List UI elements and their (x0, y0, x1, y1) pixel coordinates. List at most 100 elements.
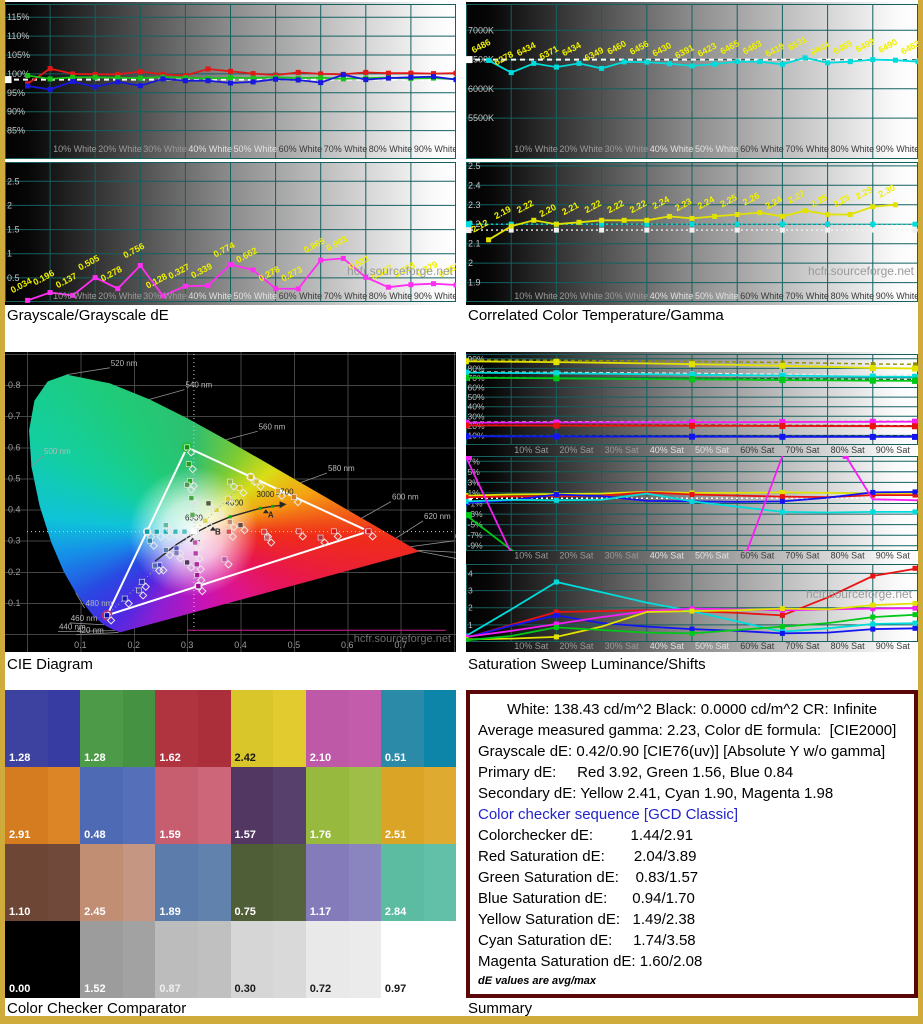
svg-text:B: B (215, 528, 221, 537)
svg-text:1.9: 1.9 (468, 278, 481, 288)
svg-text:70% Sat: 70% Sat (785, 445, 820, 455)
swatch-de-value: 0.48 (84, 829, 106, 841)
swatch-de-value: 0.72 (309, 983, 332, 995)
svg-text:60% Sat: 60% Sat (740, 641, 775, 651)
svg-text:105%: 105% (7, 50, 30, 60)
svg-text:0.7: 0.7 (8, 411, 21, 421)
svg-text:1%: 1% (468, 488, 481, 498)
svg-text:-7%: -7% (468, 530, 484, 540)
svg-text:80% White: 80% White (369, 291, 413, 301)
swatch-de-value: 1.89 (159, 906, 181, 918)
svg-text:40% White: 40% White (188, 144, 232, 154)
svg-text:560 nm: 560 nm (259, 422, 286, 431)
svg-text:90%: 90% (7, 107, 25, 117)
svg-text:10% White: 10% White (53, 291, 97, 301)
svg-text:10% White: 10% White (514, 291, 558, 301)
svg-text:40% Sat: 40% Sat (650, 445, 685, 455)
svg-text:-3%: -3% (468, 509, 484, 519)
caption-cie: CIE Diagram (7, 656, 93, 673)
svg-text:30% Sat: 30% Sat (605, 445, 640, 455)
summary-line: Red Saturation dE: 2.04/3.89 (478, 848, 697, 865)
swatch-de-value: 2.42 (234, 752, 256, 764)
svg-text:1: 1 (468, 620, 473, 630)
saturation-sweep-chart: 10%20%30%40%50%60%70%80%90%10% Sat 20% Sa… (466, 352, 918, 652)
color-swatch: 0.75 (230, 844, 306, 921)
caption-cct: Correlated Color Temperature/Gamma (468, 307, 724, 324)
svg-text:30% White: 30% White (605, 144, 649, 154)
svg-text:0.6: 0.6 (8, 442, 21, 452)
summary-line: Color checker sequence [GCD Classic] (478, 806, 739, 823)
swatch-de-value: 1.52 (84, 983, 106, 995)
svg-text:80% Sat: 80% Sat (831, 551, 866, 561)
svg-text:20% White: 20% White (559, 144, 603, 154)
svg-text:440 nm: 440 nm (59, 623, 86, 632)
svg-text:20% Sat: 20% Sat (559, 445, 594, 455)
svg-text:30% White: 30% White (143, 291, 187, 301)
cie-diagram: 0.1 0.2 0.3 0.4 0.5 0.6 0.7 0.1 0.2 0.3 0.4 0.5 0.6 0… (5, 352, 456, 652)
swatch-de-value: 0.87 (159, 983, 181, 995)
svg-text:-5%: -5% (468, 520, 484, 530)
color-swatch: 1.62 (155, 690, 231, 767)
color-swatch: 0.51 (380, 690, 457, 767)
svg-text:3: 3 (468, 586, 473, 596)
svg-text:90% Sat: 90% Sat (876, 551, 911, 561)
swatch-de-value: 1.59 (159, 829, 181, 841)
svg-text:4: 4 (468, 568, 473, 578)
color-swatch: 2.10 (305, 690, 381, 767)
swatch-de-value: 0.00 (9, 983, 31, 995)
summary-line: Grayscale dE: 0.42/0.90 [CIE76(uv)] [Abs… (478, 743, 886, 760)
color-swatch: 2.91 (5, 767, 81, 844)
svg-text:2.5: 2.5 (7, 176, 20, 186)
svg-text:10% Sat: 10% Sat (514, 551, 549, 561)
svg-text:40% White: 40% White (650, 291, 694, 301)
color-swatch: 0.30 (230, 921, 306, 998)
svg-text:3000: 3000 (257, 490, 275, 499)
swatch-de-value: 1.28 (9, 752, 31, 764)
summary-line: Magenta Saturation dE: 1.60/2.08 (478, 953, 703, 970)
svg-text:30% White: 30% White (605, 291, 649, 301)
svg-text:6000K: 6000K (468, 84, 494, 94)
svg-text:60%: 60% (468, 383, 485, 393)
color-swatch: 0.72 (305, 921, 381, 998)
color-swatch: 1.10 (5, 844, 81, 921)
caption-saturation: Saturation Sweep Luminance/Shifts (468, 656, 706, 673)
color-swatch: 1.28 (5, 690, 81, 767)
svg-text:70% White: 70% White (324, 144, 368, 154)
svg-text:A: A (268, 510, 274, 519)
svg-text:70% White: 70% White (785, 291, 829, 301)
svg-text:0.4: 0.4 (8, 505, 21, 515)
svg-text:hcfr.sourceforge.net: hcfr.sourceforge.net (347, 264, 454, 278)
swatch-de-value: 1.57 (234, 829, 256, 841)
svg-text:50% White: 50% White (695, 144, 739, 154)
svg-text:50% Sat: 50% Sat (695, 551, 730, 561)
svg-text:2700: 2700 (276, 487, 294, 496)
color-swatch: 2.84 (380, 844, 457, 921)
svg-text:10% Sat: 10% Sat (514, 445, 549, 455)
swatch-de-value: 0.51 (384, 752, 407, 764)
svg-text:5500K: 5500K (468, 113, 494, 123)
color-swatch: 1.76 (305, 767, 381, 844)
swatch-de-value: 0.30 (234, 983, 256, 995)
svg-text:1.5: 1.5 (7, 225, 20, 235)
color-swatch: 0.48 (80, 767, 156, 844)
svg-text:0.6: 0.6 (341, 640, 354, 650)
svg-text:80% Sat: 80% Sat (831, 641, 866, 651)
svg-text:70% White: 70% White (324, 291, 368, 301)
svg-text:30% White: 30% White (143, 144, 187, 154)
svg-text:7%: 7% (468, 456, 481, 466)
svg-text:110%: 110% (7, 31, 29, 41)
svg-text:95%: 95% (7, 88, 25, 98)
caption-summary: Summary (468, 1000, 533, 1017)
svg-text:90% Sat: 90% Sat (876, 445, 911, 455)
svg-text:115%: 115% (7, 12, 29, 22)
svg-text:2.1: 2.1 (468, 239, 481, 249)
svg-text:70% White: 70% White (785, 144, 829, 154)
svg-text:60% White: 60% White (740, 291, 784, 301)
swatch-de-value: 2.10 (309, 752, 332, 764)
svg-text:85%: 85% (7, 126, 25, 136)
cie-overlay: 0.1 0.2 0.3 0.4 0.5 0.6 0.7 0.1 0.2 0.3 0.4 0.5 0.6 0… (8, 354, 456, 650)
color-swatch: 0.87 (155, 921, 231, 998)
svg-text:600 nm: 600 nm (392, 493, 419, 502)
